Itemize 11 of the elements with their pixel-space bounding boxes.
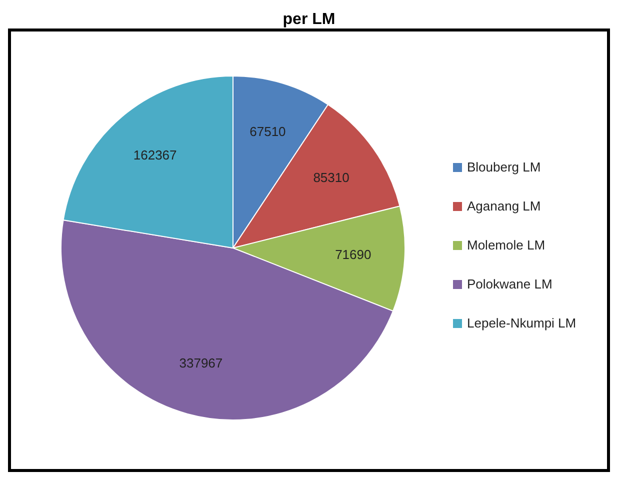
legend-label: Molemole LM	[467, 237, 546, 252]
data-label: 337967	[179, 355, 223, 370]
legend-label: Blouberg LM	[467, 159, 541, 174]
legend-label: Aganang LM	[467, 198, 541, 214]
chart-title: per LM	[282, 11, 336, 28]
legend-label: Lepele-Nkumpi LM	[467, 315, 576, 330]
data-label: 67510	[250, 124, 286, 140]
data-label: 162367	[133, 148, 177, 163]
legend-label: Polokwane LM	[467, 276, 552, 292]
data-label: 85310	[313, 170, 350, 185]
data-label: 71690	[335, 247, 372, 262]
